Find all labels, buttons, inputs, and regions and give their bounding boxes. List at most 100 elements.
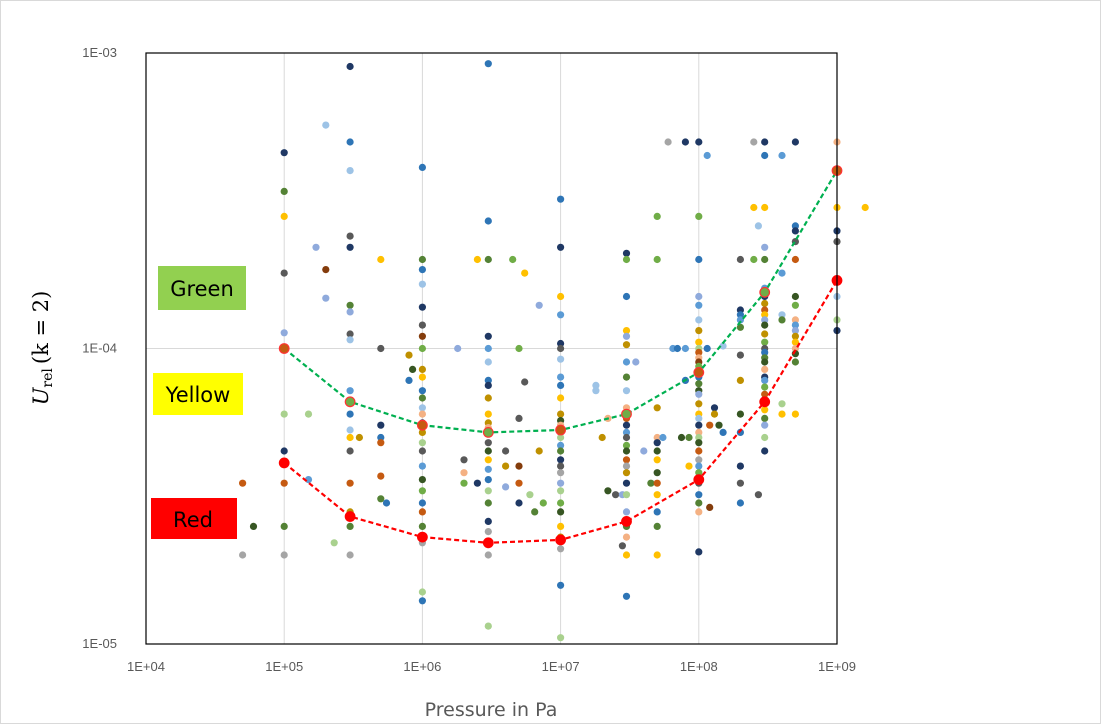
- scatter-point: [695, 491, 703, 499]
- scatter-point: [409, 365, 417, 373]
- scatter-point: [736, 479, 745, 487]
- scatter-point: [557, 433, 565, 442]
- scatter-point: [592, 387, 600, 395]
- scatter-point: [557, 381, 565, 389]
- scatter-point: [484, 358, 492, 366]
- scatter-point: [622, 441, 631, 449]
- scatter-point: [719, 342, 727, 350]
- scatter-point: [484, 487, 492, 495]
- scatter-point: [460, 456, 468, 464]
- scatter-point: [280, 149, 288, 157]
- scatter-point: [622, 373, 631, 381]
- scatter-point: [695, 301, 703, 309]
- green-line-marker: [621, 408, 632, 420]
- scatter-point: [695, 433, 703, 442]
- scatter-point: [750, 203, 758, 212]
- scatter-point: [695, 338, 703, 346]
- scatter-point: [346, 232, 354, 240]
- scatter-point: [515, 344, 523, 353]
- green-line-marker: [759, 286, 771, 298]
- y-tick-label: 1E-04: [82, 341, 117, 356]
- scatter-point: [473, 255, 481, 264]
- scatter-point: [377, 433, 385, 442]
- scatter-point: [695, 327, 703, 335]
- scatter-point: [557, 243, 565, 251]
- scatter-point: [761, 406, 769, 414]
- y-axis-ticks: 1E-05 1E-04 1E-03: [82, 45, 117, 651]
- scatter-point: [249, 522, 258, 531]
- scatter-point: [673, 344, 682, 353]
- scatter-point: [750, 255, 758, 264]
- scatter-point: [405, 351, 413, 359]
- x-tick-label: 1E+09: [818, 659, 856, 674]
- scatter-point: [330, 539, 338, 547]
- scatter-point: [418, 588, 426, 596]
- scatter-point: [778, 410, 786, 418]
- scatter-point: [736, 499, 745, 507]
- scatter-point: [791, 358, 800, 366]
- plot-area-border: [145, 52, 838, 645]
- scatter-point: [761, 447, 769, 455]
- scatter-point: [557, 479, 565, 487]
- scatter-point: [346, 387, 354, 395]
- scatter-point: [622, 292, 631, 301]
- scatter-point: [761, 316, 769, 324]
- scatter-point: [418, 522, 426, 531]
- scatter-point: [346, 336, 354, 344]
- scatter-point: [622, 358, 631, 366]
- scatter-point: [695, 316, 703, 324]
- scatter-point: [239, 479, 247, 487]
- scatter-point: [418, 428, 426, 436]
- label-red-text: Red: [173, 508, 213, 532]
- scatter-point: [418, 439, 426, 447]
- scatter-point: [535, 301, 543, 309]
- scatter-point: [484, 381, 492, 389]
- scatter-point: [509, 255, 517, 264]
- scatter-point: [622, 479, 631, 487]
- scatter-point: [239, 551, 247, 559]
- scatter-point: [377, 495, 385, 503]
- scatter-point: [592, 381, 600, 389]
- scatter-point: [484, 439, 492, 447]
- scatter-point: [484, 376, 492, 384]
- scatter-point: [778, 151, 786, 160]
- scatter-point: [304, 476, 313, 484]
- scatter-point: [418, 332, 426, 340]
- scatter-point: [418, 508, 426, 516]
- scatter-point: [653, 479, 661, 487]
- x-tick-label: 1E+08: [680, 659, 718, 674]
- scatter-point: [695, 380, 703, 388]
- scatter-point: [418, 404, 426, 412]
- red-line-marker: [278, 457, 290, 469]
- scatter-point: [515, 479, 523, 487]
- scatter-point: [557, 394, 565, 402]
- scatter-point: [791, 327, 800, 335]
- scatter-point: [736, 351, 745, 359]
- scatter-point: [703, 344, 711, 353]
- scatter-point: [557, 410, 565, 418]
- scatter-point: [280, 269, 288, 277]
- scatter-point: [695, 548, 703, 556]
- scatter-point: [484, 255, 492, 264]
- scatter-point: [418, 499, 426, 507]
- scatter-point: [761, 299, 769, 308]
- scatter-point: [484, 551, 492, 559]
- scatter-point: [861, 203, 869, 212]
- scatter-point: [695, 447, 703, 455]
- scatter-point: [418, 321, 426, 329]
- scatter-point: [791, 410, 800, 418]
- scatter-point: [355, 433, 363, 442]
- y-axis-label-main: U: [29, 386, 53, 405]
- scatter-point: [761, 414, 769, 422]
- scatter-point: [761, 376, 769, 384]
- scatter-point: [653, 439, 661, 447]
- scatter-point: [710, 404, 719, 412]
- scatter-point: [715, 421, 723, 429]
- scatter-point: [418, 163, 426, 171]
- scatter-point: [484, 476, 492, 484]
- scatter-point: [557, 545, 565, 553]
- scatter-point: [418, 447, 426, 455]
- scatter-point: [377, 472, 385, 480]
